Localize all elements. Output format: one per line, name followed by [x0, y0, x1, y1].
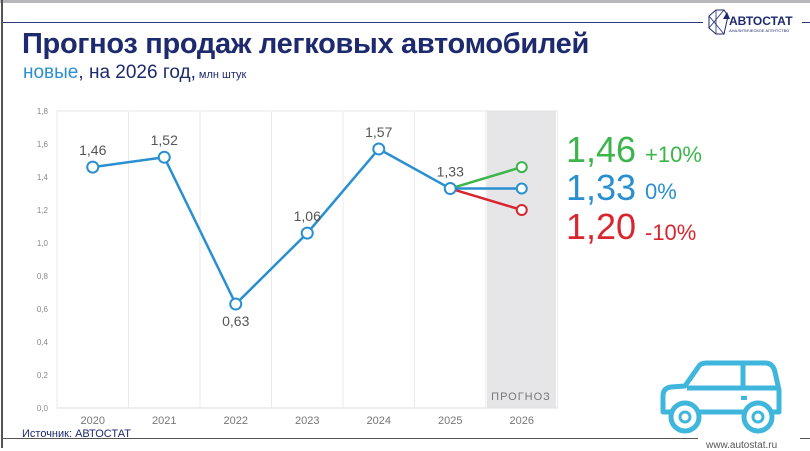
header-divider-right	[802, 22, 810, 23]
x-tick-label: 2020	[81, 415, 105, 427]
page-title: Прогноз продаж легковых автомобилей	[22, 28, 590, 60]
website-link[interactable]: www.autostat.ru	[706, 440, 778, 451]
footer-divider	[3, 438, 698, 439]
forecast-label: ПРОГНОЗ	[491, 391, 551, 403]
x-tick-label: 2022	[224, 415, 248, 427]
subtitle: новые, на 2026 год, млн штук	[23, 62, 246, 84]
subtitle-unit: млн штук	[195, 69, 247, 81]
y-tick-label: 1,0	[37, 239, 49, 248]
data-label: 1,52	[151, 132, 178, 148]
footer-divider-right	[800, 438, 810, 439]
x-tick-label: 2024	[367, 415, 391, 427]
x-tick-label: 2026	[510, 415, 534, 427]
scenario-point	[515, 182, 528, 195]
autostat-logo-icon	[708, 9, 730, 35]
scenario-up-value: 1,46	[566, 129, 637, 170]
scenario-line	[449, 187, 523, 212]
scenario-flat-change: 0%	[645, 179, 677, 204]
forecast-band	[487, 111, 556, 408]
y-tick-label: 0,4	[37, 338, 49, 347]
source-note: Источник: АВТОСТАТ	[22, 428, 131, 440]
x-tick-label: 2025	[438, 415, 462, 427]
series-line	[92, 147, 451, 307]
y-tick-label: 1,8	[37, 107, 49, 116]
data-label: 1,06	[294, 208, 321, 224]
data-label: 1,33	[437, 164, 464, 180]
data-point	[157, 150, 171, 164]
header-divider	[3, 22, 703, 23]
scenario-down-value: 1,20	[566, 206, 637, 247]
car-icon	[660, 360, 782, 434]
y-tick-label: 0,0	[37, 404, 49, 413]
scenario-up-change: +10%	[645, 142, 702, 167]
data-label: 1,46	[79, 142, 106, 158]
data-label: 0,63	[222, 313, 249, 329]
data-point	[229, 297, 243, 311]
subtitle-new: новые	[23, 62, 79, 83]
data-point	[300, 226, 314, 240]
frame-left	[1, 0, 3, 448]
x-tick-label: 2021	[152, 415, 176, 427]
data-point	[372, 142, 386, 156]
y-tick-label: 1,6	[37, 140, 49, 149]
data-point	[86, 160, 100, 174]
y-tick-label: 0,2	[37, 371, 49, 380]
scenario-point	[515, 204, 528, 216]
scenario-down-change: -10%	[645, 220, 697, 245]
data-label: 1,57	[365, 124, 392, 140]
scenario-point	[515, 161, 528, 174]
y-tick-label: 1,2	[37, 206, 49, 215]
y-tick-label: 0,6	[37, 305, 49, 314]
frame-top	[0, 0, 810, 3]
scenario-flat-value: 1,33	[566, 167, 637, 208]
subtitle-rest: , на 2026 год,	[78, 62, 196, 83]
data-point	[443, 182, 457, 196]
y-tick-label: 1,4	[37, 173, 49, 182]
logo-text: АВТОСТАТ	[729, 14, 793, 28]
x-tick-label: 2023	[295, 415, 319, 427]
scenario-line	[449, 165, 523, 190]
y-tick-label: 0,8	[37, 272, 49, 281]
logo-tagline: АНАЛИТИЧЕСКОЕ АГЕНТСТВО	[729, 28, 790, 33]
